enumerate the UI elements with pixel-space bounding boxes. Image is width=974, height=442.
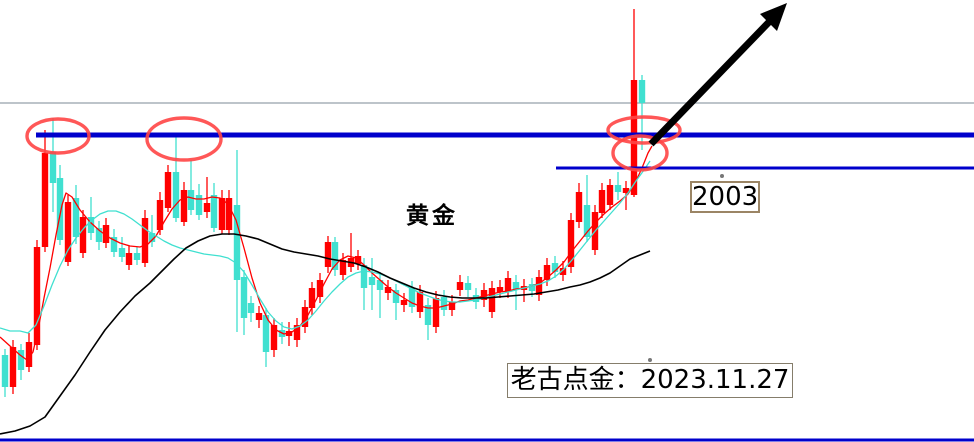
ma-slow-black [0,233,651,435]
candle-down [118,248,126,257]
candle-down [424,305,432,325]
highlight-ellipse-peak-1 [25,117,91,155]
candle-up [598,190,606,213]
candle-down [172,172,180,218]
candle-up [622,188,630,193]
candle-down [87,217,95,233]
highlight-ellipse-peak-2 [145,116,223,162]
annotation-anchor-dot [720,174,724,178]
candle-up [567,220,575,267]
candle-down [551,263,559,272]
trend-arrow-head [760,3,787,31]
candle-down [49,152,57,183]
candle-down [95,228,103,242]
candle-up [606,185,614,205]
ma-fast-red [0,145,653,361]
annotation-anchor-dot [648,358,652,362]
candle-up [504,278,512,292]
candle-up [293,325,301,340]
ma-mid-cyan [0,160,651,334]
candle-up [308,288,316,308]
candle-up [225,198,233,230]
candle-down [72,198,80,237]
candle-up [535,277,543,295]
candle-up [270,325,278,350]
candle-up [575,192,583,222]
candle-down [638,80,646,103]
candle-down [368,277,376,285]
candle-up [285,331,293,336]
candle-down [1,355,9,387]
candle-up [456,282,464,290]
candle-up [324,242,332,267]
highlight-ellipse-breakout-lower [611,134,669,172]
candle-down [148,233,156,242]
candle-up [102,225,110,243]
candle-up [496,287,504,292]
candle-up [218,198,226,230]
candle-down [583,205,591,237]
candle-up [64,202,72,262]
candle-down [17,350,25,370]
trend-arrow-shaft [648,18,773,147]
candle-up [180,190,188,222]
candle-down [360,265,368,288]
candle-up [559,268,567,275]
candle-up [141,218,149,263]
candle-down [110,237,118,252]
candle-up [400,300,408,305]
candle-up [9,347,17,387]
candle-up [416,292,424,312]
candle-up [316,280,324,297]
candle-up [480,290,488,300]
candle-up [79,217,87,253]
candle-up [203,203,211,212]
candle-up [432,298,440,327]
instrument-label: 黄金 [406,203,458,229]
candle-down [614,185,622,192]
candle-down [233,205,241,280]
candle-up [255,313,263,320]
candle-down [528,284,536,291]
candle-up [125,253,133,265]
candle-down [195,195,203,215]
candle-down [247,303,255,313]
candle-down [133,253,141,260]
price-level-box: 2003 [690,181,760,213]
candle-up [543,265,551,280]
highlight-ellipse-breakout-upper [606,115,682,145]
candle-up [164,172,172,208]
candle-down [392,290,400,303]
candle-down [56,178,64,240]
candle-down [240,277,248,318]
candle-up [25,342,33,367]
candle-down [376,280,384,290]
candle-down [187,190,195,210]
candle-up [33,247,41,345]
candle-down [440,297,448,310]
candle-up [384,287,392,293]
candle-down [331,242,339,270]
candle-up [339,260,347,275]
candle-up [488,288,496,312]
candle-down [262,315,270,352]
candle-up [301,307,309,327]
candle-up [41,153,49,247]
candle-up [156,200,164,230]
watermark-box: 老古点金：2023.11.27 [507,363,793,398]
price-level-text: 2003 [692,182,759,212]
candle-up [448,302,456,310]
candle-down [464,283,472,290]
candle-down [408,288,416,307]
watermark-text: 老古点金：2023.11.27 [510,365,790,395]
candle-down [210,195,218,228]
candle-down [512,282,520,290]
